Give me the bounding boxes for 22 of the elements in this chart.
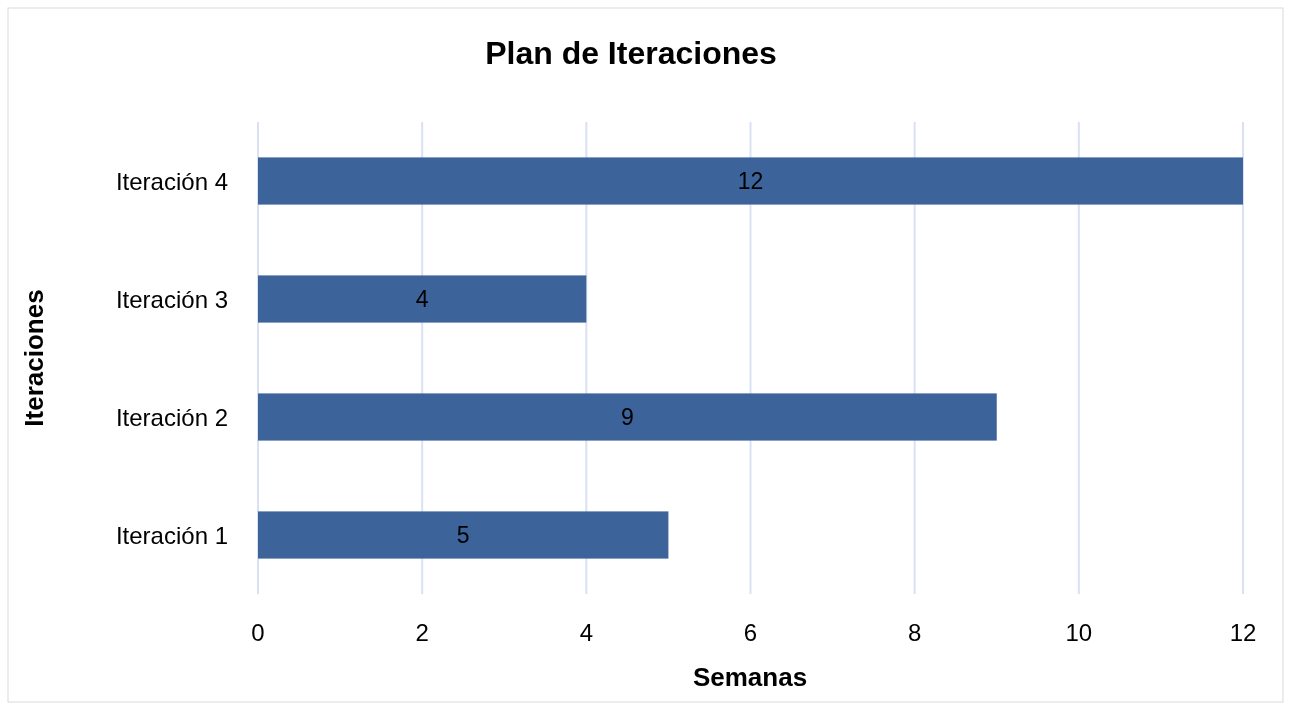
y-tick-label: Iteración 3 [115,286,228,313]
bar [258,393,997,441]
y-tick-label: Iteración 2 [115,404,228,431]
data-label: 12 [737,168,764,194]
data-label: 4 [415,286,429,312]
chart-title: Plan de Iteraciones [485,35,777,71]
bar [258,275,587,323]
data-label: 9 [620,404,634,430]
y-axis-title: Iteraciones [19,289,49,427]
x-axis-title: Semanas [692,662,808,692]
x-tick-label: 6 [743,619,758,646]
x-tick-label: 2 [415,619,429,646]
x-tick-label: 0 [251,619,265,646]
x-tick-label: 10 [1065,619,1093,646]
y-tick-label: Iteración 4 [115,168,228,195]
x-tick-label: 12 [1229,619,1257,646]
bar [258,511,669,559]
data-label: 5 [456,522,470,548]
bar [258,157,1243,205]
y-tick-label: Iteración 1 [115,522,228,549]
x-tick-label: 8 [907,619,922,646]
x-tick-label: 4 [579,619,594,646]
